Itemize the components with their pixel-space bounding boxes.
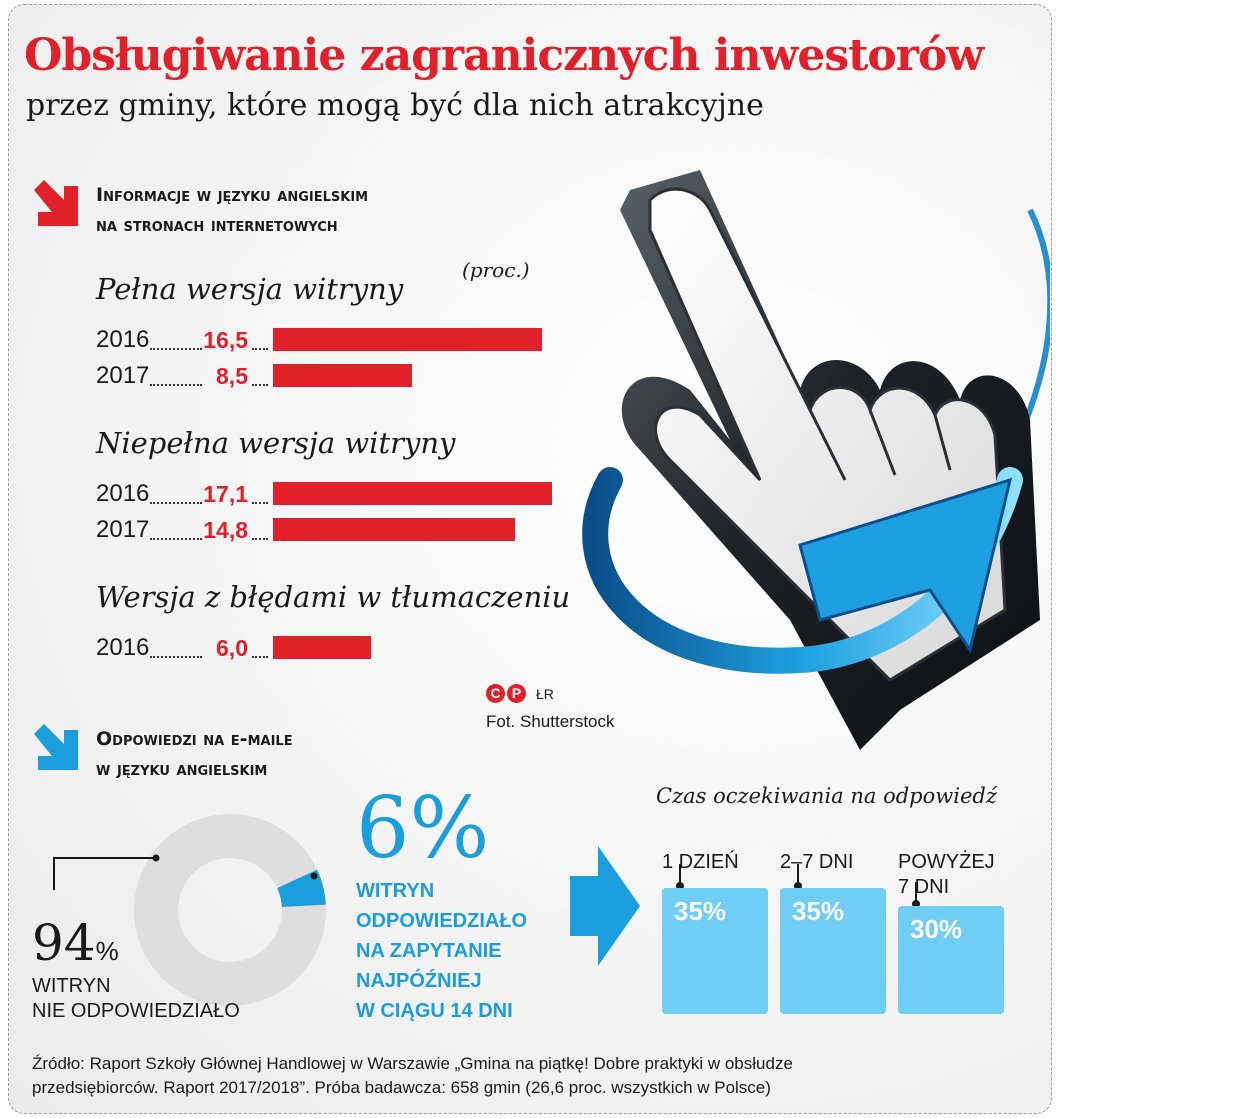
bar xyxy=(273,328,543,351)
leader-dot-6 xyxy=(310,872,318,880)
wait-leader-line xyxy=(797,864,799,888)
leader-line-94 xyxy=(53,857,156,890)
leader-dots xyxy=(252,656,268,658)
wait-value-label: 35% xyxy=(674,896,727,926)
wait-category-line: 7 DNI xyxy=(898,876,950,898)
wait-title: Czas oczekiwania na odpowiedź xyxy=(656,784,997,808)
text-6: WITRYN ODPOWIEDZIAŁO NA ZAPYTANIE NAJPÓŹ… xyxy=(356,880,528,1022)
donut-slice-94 xyxy=(134,814,327,1007)
red-arrow-down-right-icon xyxy=(34,180,78,226)
bar-value-label: 14,8 xyxy=(203,517,248,543)
bar-year-label: 2016 xyxy=(96,480,150,507)
section1-heading: Informacje w języku angielskim na strona… xyxy=(96,184,369,236)
p-circle-icon: P xyxy=(507,684,526,703)
page-title: Obsługiwanie zagranicznych inwestorów xyxy=(24,30,984,81)
bar xyxy=(273,364,412,387)
bar-group-title: Niepełna wersja witryny xyxy=(96,426,456,460)
photo-credit: Fot. Shutterstock xyxy=(486,712,615,731)
bar xyxy=(273,518,515,541)
wait-value-label: 30% xyxy=(910,914,963,944)
bar-year-label: 2016 xyxy=(96,326,150,353)
leader-dots xyxy=(150,502,202,504)
copyright-icon: C xyxy=(486,684,505,703)
bar-group-title: Wersja z błędami w tłumaczeniu xyxy=(96,580,571,614)
leader-dots xyxy=(150,348,202,350)
wait-leader-line xyxy=(915,882,917,906)
text-94: WITRYN NIE ODPOWIEDZIAŁO xyxy=(32,975,240,1022)
wait-bar xyxy=(780,888,886,1014)
bar xyxy=(273,482,552,505)
wait-leader-dot xyxy=(912,900,920,908)
leader-dots xyxy=(252,538,268,540)
wait-category-label: POWYŻEJ 7 DNI xyxy=(898,850,995,900)
bar-year-label: 2016 xyxy=(96,634,150,661)
wait-value-label: 35% xyxy=(792,896,845,926)
bar-year-label: 2017 xyxy=(96,362,150,389)
copyright-mark: C P ŁR xyxy=(486,684,554,703)
bar-group-title: Pełna wersja witryny xyxy=(96,272,404,306)
wait-bar xyxy=(898,906,1004,1014)
leader-dots xyxy=(150,384,202,386)
blue-arrow-right-icon xyxy=(570,846,640,966)
bar-value-label: 8,5 xyxy=(216,363,248,389)
wait-leader-dot xyxy=(676,882,684,890)
leader-dots xyxy=(150,656,202,658)
wait-category-label: 2–7 DNI xyxy=(780,850,853,875)
bar-value-label: 6,0 xyxy=(216,635,248,661)
value-6: 6% xyxy=(356,779,490,877)
bar xyxy=(273,636,371,659)
bar-year-label: 2017 xyxy=(96,516,150,543)
wait-leader-line xyxy=(679,864,681,888)
unit-label: (proc.) xyxy=(462,258,530,282)
value-94: 94% xyxy=(32,914,119,972)
section2-heading: Odpowiedzi na e-maile w języku angielski… xyxy=(96,728,293,780)
leader-dot-94 xyxy=(152,854,160,862)
wait-leader-dot xyxy=(794,882,802,890)
hand-cursor-icon xyxy=(582,170,1050,750)
leader-dots xyxy=(252,348,268,350)
wait-bar xyxy=(662,888,768,1014)
bar-value-label: 16,5 xyxy=(203,327,248,353)
wait-category-line: 2–7 DNI xyxy=(780,851,854,873)
source-note: Źródło: Raport Szkoły Głównej Handlowej … xyxy=(32,1054,793,1097)
wait-category-line: 1 DZIEŃ xyxy=(662,851,739,873)
blue-arrow-down-right-icon xyxy=(34,724,78,770)
leader-dots xyxy=(150,538,202,540)
wait-category-label: 1 DZIEŃ xyxy=(662,850,739,875)
bar-value-label: 17,1 xyxy=(203,481,248,507)
leader-dots xyxy=(252,384,268,386)
donut-chart xyxy=(53,814,327,1007)
wait-category-line: POWYŻEJ xyxy=(898,851,995,873)
author-mark: ŁR xyxy=(536,685,554,702)
page-subtitle: przez gminy, które mogą być dla nich atr… xyxy=(26,88,764,123)
leader-dots xyxy=(252,502,268,504)
